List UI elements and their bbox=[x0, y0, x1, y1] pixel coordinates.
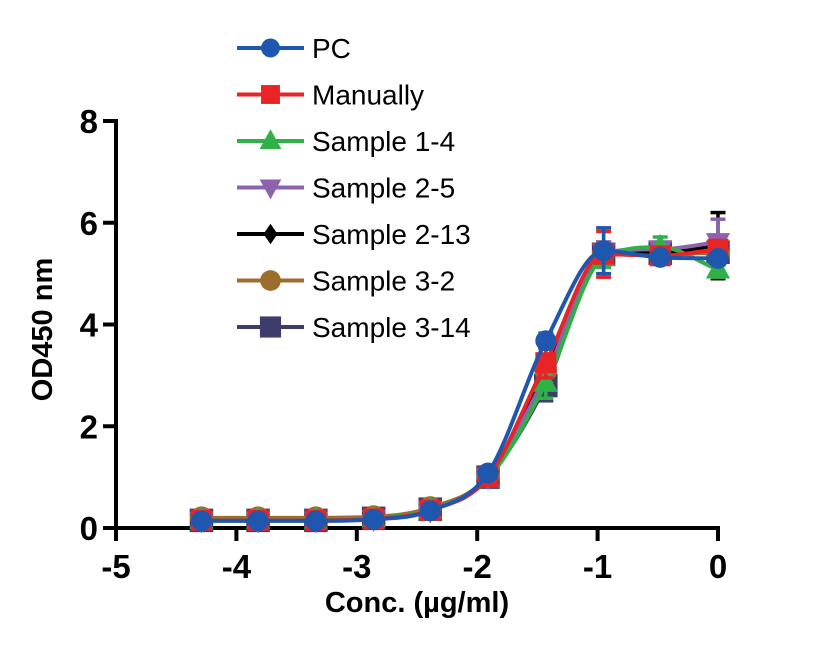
data-marker-pc bbox=[477, 462, 499, 484]
y-axis-title: OD450 nm bbox=[27, 258, 59, 401]
data-marker-pc bbox=[707, 247, 729, 269]
data-marker-pc bbox=[247, 510, 269, 532]
legend-label: Sample 3-14 bbox=[312, 312, 471, 343]
legend-label: Sample 1-4 bbox=[312, 126, 455, 157]
y-tick-label: 8 bbox=[80, 103, 98, 140]
legend-label: PC bbox=[312, 33, 351, 64]
data-marker-pc bbox=[363, 508, 385, 530]
legend-item-sample-2-5: Sample 2-5 bbox=[237, 173, 455, 204]
legend-item-sample-1-4: Sample 1-4 bbox=[237, 126, 455, 157]
series-line-sample-1-4 bbox=[199, 245, 720, 522]
series-sample-2-5 bbox=[189, 217, 731, 534]
x-tick-label: -3 bbox=[342, 548, 371, 585]
data-marker-pc bbox=[305, 510, 327, 532]
legend: PC Manually Sample 1-4 Sample 2-5 Sample 2-1… bbox=[237, 33, 471, 343]
data-marker-pc bbox=[419, 500, 441, 522]
axes: -5 -4 -3 -2 -1 0 0 2 4 6 8 bbox=[80, 103, 728, 585]
legend-marker-manually bbox=[261, 85, 280, 104]
data-marker-pc bbox=[649, 246, 671, 268]
series-line-sample-3-2 bbox=[199, 251, 720, 520]
legend-marker-sample-3-14 bbox=[259, 316, 282, 338]
y-tick-label: 2 bbox=[80, 408, 98, 445]
legend-label: Sample 3-2 bbox=[312, 266, 455, 297]
x-tick-label: -2 bbox=[463, 548, 492, 585]
legend-marker-sample-2-5 bbox=[259, 179, 282, 200]
legend-marker-pc bbox=[261, 38, 280, 58]
legend-label: Manually bbox=[312, 80, 424, 111]
y-tick-label: 0 bbox=[80, 510, 98, 547]
y-tick-label: 6 bbox=[80, 205, 98, 242]
series-sample-2-13 bbox=[193, 210, 726, 532]
y-tick-label: 4 bbox=[80, 307, 99, 344]
data-marker-manually bbox=[535, 352, 557, 374]
legend-label: Sample 2-13 bbox=[312, 219, 471, 250]
series-line-sample-3-14 bbox=[199, 250, 720, 523]
legend-item-pc: PC bbox=[237, 33, 351, 64]
legend-item-sample-2-13: Sample 2-13 bbox=[237, 219, 471, 250]
x-tick-label: -5 bbox=[101, 548, 130, 585]
data-marker-pc bbox=[190, 510, 212, 532]
series-line-pc bbox=[199, 248, 720, 523]
x-tick-label: -4 bbox=[222, 548, 252, 585]
x-axis-title: Conc. (µg/ml) bbox=[325, 587, 509, 619]
legend-label: Sample 2-5 bbox=[312, 173, 455, 204]
series-line-sample-2-13 bbox=[199, 243, 720, 523]
legend-item-sample-3-2: Sample 3-2 bbox=[237, 266, 455, 297]
data-marker-sample-1-4 bbox=[533, 369, 558, 392]
legend-marker-sample-2-13 bbox=[263, 223, 278, 245]
x-tick-label: -1 bbox=[583, 548, 612, 585]
legend-marker-sample-3-2 bbox=[260, 270, 281, 291]
data-marker-pc bbox=[593, 240, 615, 262]
series-pc bbox=[190, 226, 729, 532]
legend-marker-sample-1-4 bbox=[259, 129, 282, 150]
legend-item-manually: Manually bbox=[237, 80, 424, 111]
legend-item-sample-3-14: Sample 3-14 bbox=[237, 312, 471, 343]
x-tick-label: 0 bbox=[709, 548, 727, 585]
data-marker-pc bbox=[535, 330, 557, 352]
series-line-manually bbox=[199, 247, 720, 523]
